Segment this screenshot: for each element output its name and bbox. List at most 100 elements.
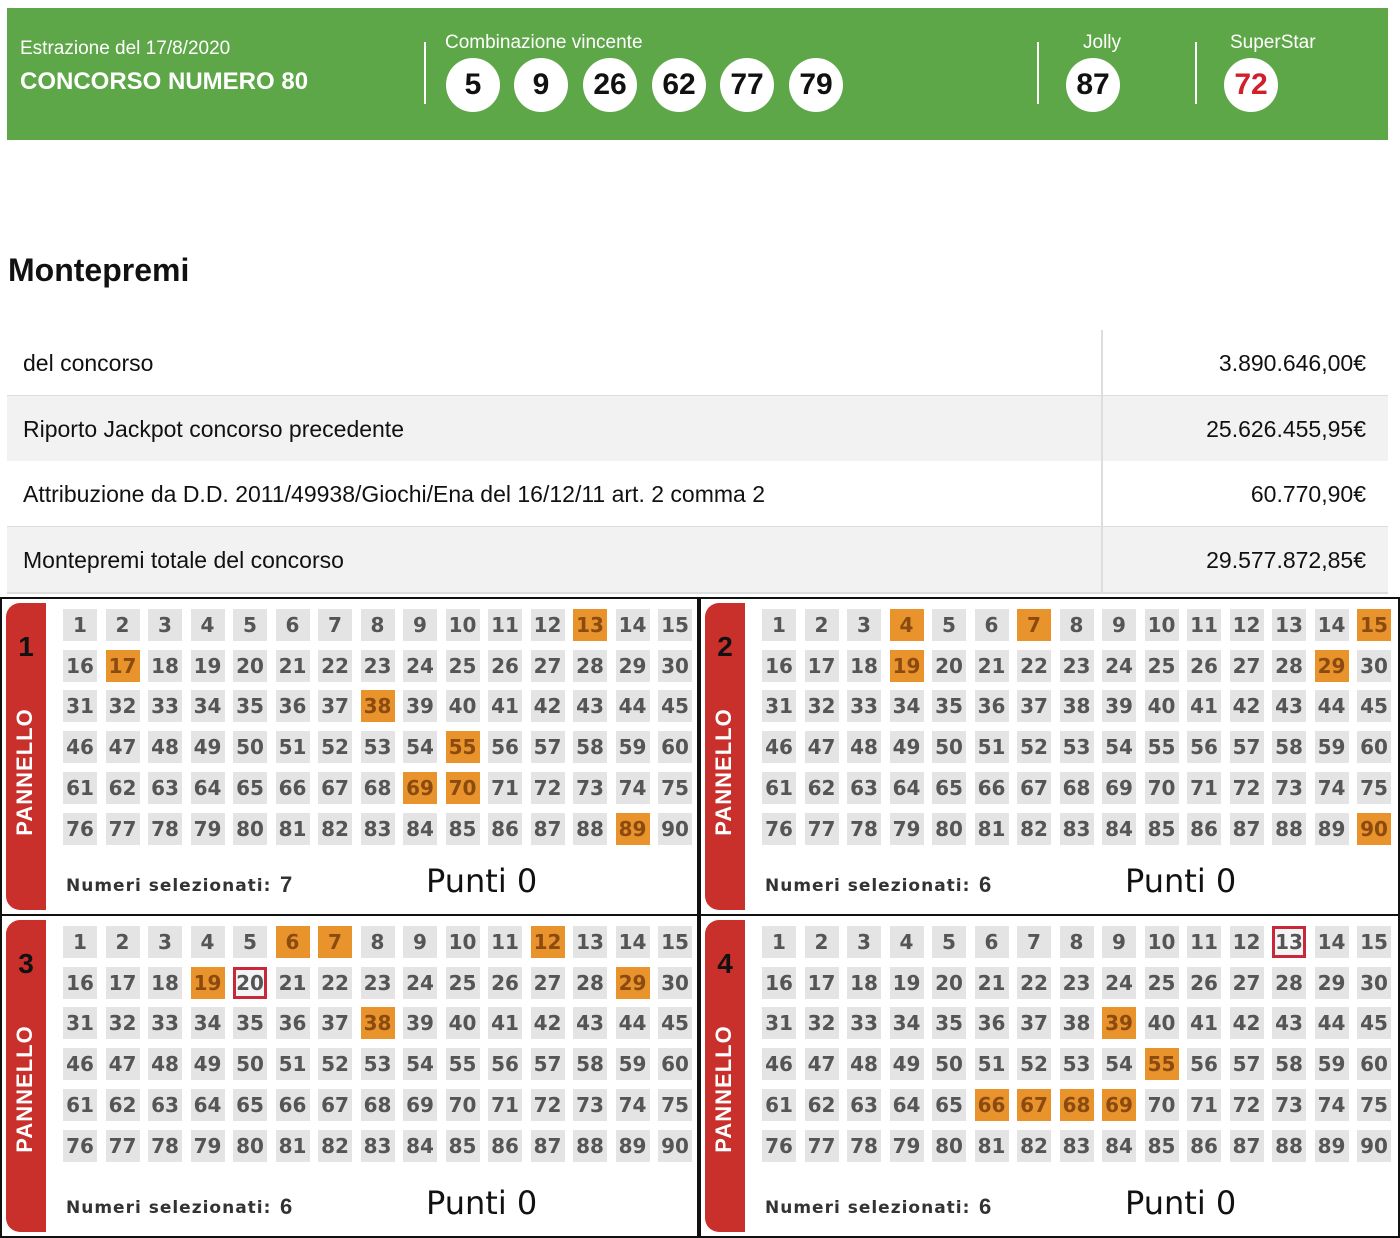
number-cell: 39	[403, 690, 437, 723]
number-cell: 73	[1272, 1088, 1306, 1121]
number-cell: 43	[573, 1007, 607, 1040]
number-cell: 19	[889, 966, 924, 999]
number-cell: 86	[488, 812, 522, 845]
number-cell: 76	[63, 1129, 97, 1162]
number-cell: 15	[1357, 609, 1391, 641]
prize-label: del concorso	[23, 350, 154, 376]
number-cell: 60	[1357, 1048, 1391, 1081]
number-cell: 34	[889, 690, 924, 723]
number-cell: 55	[1144, 731, 1179, 764]
number-cell: 58	[1272, 731, 1306, 764]
number-cell: 60	[658, 731, 692, 764]
number-cell: 26	[488, 649, 522, 682]
number-cell: 44	[1314, 690, 1349, 723]
number-cell: 25	[1144, 649, 1179, 682]
number-cell: 3	[847, 609, 881, 641]
score: Punti 0	[426, 1184, 538, 1222]
number-cell: 5	[233, 609, 267, 641]
number-cell: 9	[1102, 609, 1136, 641]
number-cell: 63	[847, 771, 881, 804]
number-cell: 89	[1314, 812, 1349, 845]
panel: 1 PANNELLO 1 2 3 4 5 6 7 8 9 10 11 12 13 14 15 16 17 18 19 20…	[0, 597, 699, 916]
number-cell: 82	[318, 812, 352, 845]
number-cell: 75	[658, 1088, 692, 1121]
number-cell: 19	[190, 966, 225, 999]
number-cell: 50	[233, 731, 267, 764]
number-cell: 27	[1229, 649, 1264, 682]
number-cell: 82	[1017, 812, 1051, 845]
number-cell: 67	[1017, 1088, 1051, 1121]
number-cell: 68	[1059, 1088, 1094, 1121]
number-cell: 78	[148, 1129, 182, 1162]
number-cell: 72	[1229, 1088, 1264, 1121]
panel-tab	[6, 603, 46, 910]
number-cell: 87	[1229, 1129, 1264, 1162]
number-cell: 90	[1357, 812, 1391, 845]
number-cell: 30	[1357, 649, 1391, 682]
number-cell: 24	[1102, 966, 1136, 999]
number-cell: 49	[190, 731, 225, 764]
number-cell: 57	[1229, 1048, 1264, 1081]
selected-count-label: Numeri selezionati:	[765, 876, 971, 896]
number-cell: 89	[615, 812, 650, 845]
number-cell: 31	[63, 690, 97, 723]
prize-row: Attribuzione da D.D. 2011/49938/Giochi/E…	[7, 461, 1388, 528]
number-cell: 87	[1229, 812, 1264, 845]
panel-number: 4	[717, 948, 733, 979]
number-cell: 45	[658, 690, 692, 723]
number-cell: 60	[1357, 731, 1391, 764]
number-cell: 52	[318, 1048, 352, 1081]
winning-ball: 79	[789, 58, 843, 112]
number-cell: 82	[1017, 1129, 1051, 1162]
number-cell: 65	[932, 1088, 966, 1121]
number-cell: 17	[804, 649, 839, 682]
number-cell: 46	[63, 1048, 97, 1081]
number-cell: 54	[403, 731, 437, 764]
number-cell: 8	[1059, 926, 1094, 958]
column-divider	[1101, 527, 1103, 592]
number-cell: 61	[762, 1088, 796, 1121]
number-cell: 53	[360, 731, 395, 764]
number-cell: 11	[488, 926, 522, 958]
number-cell: 17	[804, 966, 839, 999]
number-cell: 74	[615, 1088, 650, 1121]
number-cell: 16	[762, 966, 796, 999]
number-cell: 46	[63, 731, 97, 764]
number-cell: 34	[190, 1007, 225, 1040]
number-cell: 2	[804, 609, 839, 641]
number-cell: 66	[974, 771, 1009, 804]
number-cell: 41	[488, 690, 522, 723]
number-cell: 4	[190, 609, 225, 641]
number-cell: 11	[488, 609, 522, 641]
number-cell: 68	[1059, 771, 1094, 804]
number-cell: 37	[318, 690, 352, 723]
number-cell: 78	[847, 812, 881, 845]
number-cell: 10	[445, 609, 480, 641]
number-cell: 76	[762, 1129, 796, 1162]
number-cell: 20	[233, 649, 267, 682]
panel-label: PANNELLO	[12, 708, 37, 836]
number-cell: 84	[1102, 1129, 1136, 1162]
number-cell: 52	[1017, 731, 1051, 764]
number-cell: 22	[1017, 649, 1051, 682]
number-cell: 79	[889, 812, 924, 845]
number-cell: 48	[847, 731, 881, 764]
number-cell: 38	[360, 690, 395, 723]
number-cell: 79	[889, 1129, 924, 1162]
number-cell: 4	[889, 926, 924, 958]
panel-tab	[6, 920, 46, 1232]
number-cell: 58	[573, 1048, 607, 1081]
number-cell: 40	[445, 1007, 480, 1040]
number-cell: 80	[932, 1129, 966, 1162]
number-cell: 4	[190, 926, 225, 958]
number-cell: 12	[530, 609, 565, 641]
number-cell: 23	[360, 966, 395, 999]
number-cell: 28	[573, 966, 607, 999]
header: Estrazione del 17/8/2020 CONCORSO NUMERO…	[7, 8, 1388, 140]
number-cell: 39	[403, 1007, 437, 1040]
number-cell: 33	[847, 1007, 881, 1040]
number-cell: 81	[275, 1129, 310, 1162]
number-cell: 87	[530, 1129, 565, 1162]
number-cell: 18	[847, 649, 881, 682]
number-cell: 78	[148, 812, 182, 845]
